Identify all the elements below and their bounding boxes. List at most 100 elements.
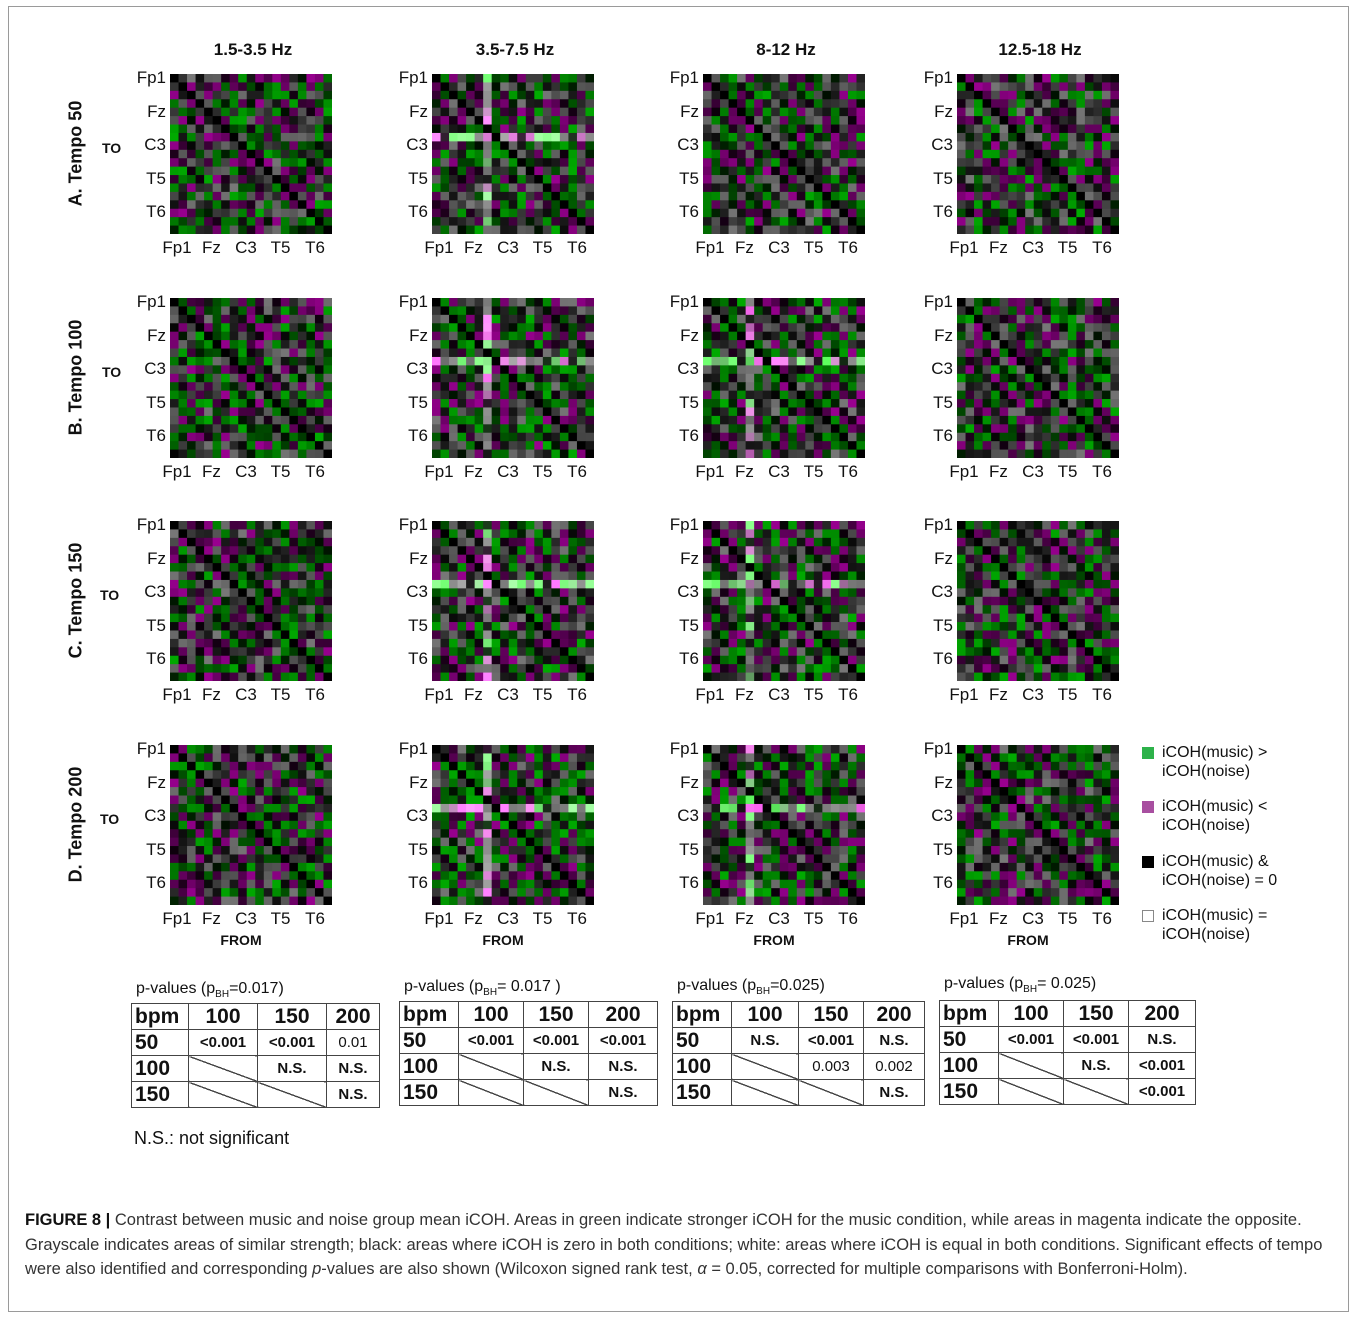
heatmap-cell bbox=[1093, 622, 1103, 631]
heatmap-cell bbox=[568, 158, 578, 168]
heatmap-cell bbox=[822, 605, 832, 615]
heatmap-cell bbox=[195, 200, 205, 210]
heatmap-cell bbox=[238, 132, 248, 142]
heatmap-cell bbox=[246, 664, 256, 673]
heatmap-cell bbox=[1042, 382, 1052, 392]
heatmap-cell bbox=[822, 74, 832, 83]
heatmap-cell bbox=[500, 588, 510, 598]
heatmap-cell bbox=[1016, 74, 1026, 83]
heatmap-cell bbox=[991, 340, 1001, 349]
heatmap-cell bbox=[974, 588, 983, 598]
heatmap-cell bbox=[483, 753, 493, 763]
x-tick-label: T5 bbox=[803, 238, 824, 257]
heatmap-cell bbox=[289, 175, 299, 184]
heatmap-cell bbox=[491, 778, 501, 788]
heatmap-cell bbox=[585, 390, 594, 400]
heatmap-cell bbox=[982, 390, 992, 400]
heatmap-cell bbox=[856, 356, 865, 366]
heatmap-cell bbox=[805, 537, 815, 547]
heatmap-cell bbox=[585, 331, 594, 341]
heatmap-cell bbox=[289, 571, 299, 581]
heatmap-cell bbox=[796, 183, 806, 193]
heatmap-cell bbox=[1016, 99, 1026, 109]
heatmap-cell bbox=[517, 356, 527, 366]
heatmap-cell bbox=[856, 200, 865, 210]
heatmap-cell bbox=[847, 340, 857, 349]
heatmap-cell bbox=[1059, 217, 1069, 226]
heatmap-cell bbox=[551, 432, 561, 442]
heatmap-cell bbox=[297, 745, 307, 754]
heatmap-cell bbox=[847, 638, 857, 648]
heatmap-cell bbox=[221, 141, 231, 151]
heatmap-cell bbox=[559, 770, 569, 780]
heatmap-cell bbox=[500, 638, 510, 648]
heatmap-cell bbox=[178, 116, 188, 125]
heatmap-cell bbox=[982, 116, 992, 125]
heatmap-cell bbox=[204, 745, 214, 754]
heatmap-cell bbox=[466, 183, 476, 193]
heatmap-cell bbox=[720, 638, 729, 648]
heatmap-cell bbox=[568, 664, 578, 673]
heatmap-cell bbox=[796, 348, 806, 358]
heatmap-cell bbox=[779, 132, 789, 142]
heatmap-cell bbox=[559, 390, 569, 400]
heatmap-cell bbox=[1042, 415, 1052, 425]
heatmap-cell bbox=[246, 563, 256, 572]
heatmap-cell bbox=[982, 415, 992, 425]
heatmap-cell bbox=[559, 191, 569, 201]
heatmap-cell bbox=[432, 132, 441, 142]
heatmap-cell bbox=[491, 183, 501, 193]
heatmap-cell bbox=[1110, 655, 1119, 665]
heatmap-cell bbox=[839, 331, 849, 341]
heatmap-cell bbox=[779, 563, 789, 572]
heatmap-cell bbox=[813, 340, 823, 349]
heatmap-cell bbox=[1067, 217, 1077, 226]
heatmap-cell bbox=[805, 323, 815, 333]
heatmap-cell bbox=[323, 647, 332, 657]
heatmap-cell bbox=[974, 521, 983, 530]
heatmap-cell bbox=[999, 90, 1009, 100]
heatmap-cell bbox=[999, 314, 1009, 324]
heatmap-cell bbox=[255, 829, 265, 839]
heatmap-cell bbox=[483, 365, 493, 375]
heatmap-cell bbox=[306, 820, 316, 830]
heatmap-cell bbox=[974, 449, 983, 458]
heatmap-cell bbox=[534, 449, 544, 458]
heatmap-cell bbox=[280, 348, 290, 358]
heatmap-cell bbox=[856, 664, 865, 673]
heatmap-cell bbox=[1033, 432, 1043, 442]
heatmap-cell bbox=[568, 208, 578, 218]
heatmap-cell bbox=[805, 141, 815, 151]
heatmap-cell bbox=[449, 441, 458, 450]
heatmap-cell bbox=[204, 795, 214, 805]
x-tick-label: C3 bbox=[768, 238, 790, 257]
heatmap-cell bbox=[847, 166, 857, 176]
heatmap-cell bbox=[525, 348, 535, 358]
heatmap-cell bbox=[474, 605, 484, 615]
heatmap-cell bbox=[1093, 166, 1103, 176]
heatmap-cell bbox=[491, 787, 501, 796]
heatmap-cell bbox=[204, 888, 214, 897]
heatmap-cell bbox=[238, 340, 248, 349]
heatmap-cell bbox=[796, 99, 806, 109]
heatmap-cell bbox=[745, 191, 755, 201]
heatmap-cell bbox=[187, 441, 196, 450]
heatmap-cell bbox=[576, 399, 586, 408]
heatmap-cell bbox=[1110, 149, 1119, 159]
heatmap-cell bbox=[289, 124, 299, 134]
heatmap-cell bbox=[745, 348, 755, 358]
heatmap-cell bbox=[1084, 348, 1094, 358]
heatmap-cell bbox=[1110, 563, 1119, 572]
heatmap-cell bbox=[982, 647, 992, 657]
heatmap-cell bbox=[204, 191, 214, 201]
heatmap-cell bbox=[517, 323, 527, 333]
heatmap-cell bbox=[965, 149, 975, 159]
heatmap-cell bbox=[830, 537, 840, 547]
heatmap-cell bbox=[229, 630, 239, 640]
heatmap-cell bbox=[856, 149, 865, 159]
heatmap-cell bbox=[796, 124, 806, 134]
heatmap-cell bbox=[830, 74, 840, 83]
heatmap-cell bbox=[737, 399, 747, 408]
heatmap-cell bbox=[195, 630, 205, 640]
heatmap-cell bbox=[788, 638, 798, 648]
